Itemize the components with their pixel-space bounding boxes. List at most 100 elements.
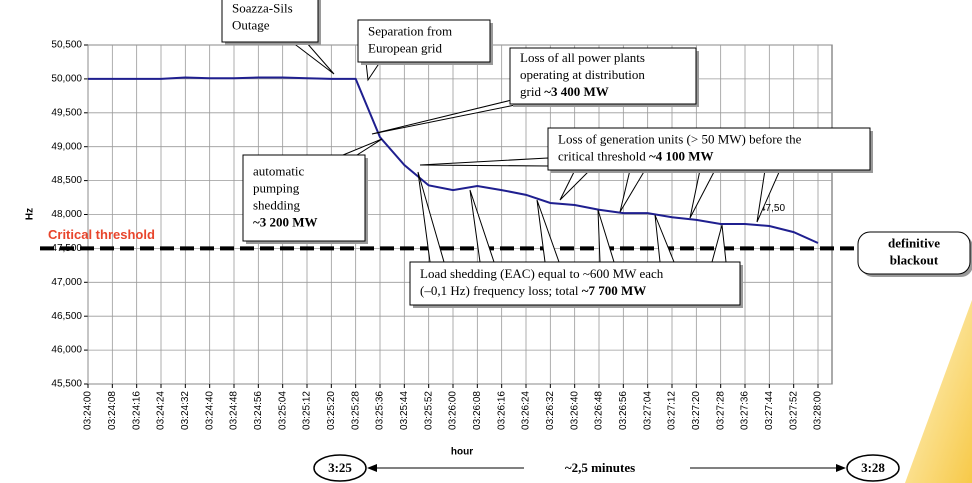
y-tick-label: 48,500 [51, 175, 82, 186]
x-tick-label: 03:27:12 [667, 391, 678, 430]
x-tick-label: 03:25:12 [302, 391, 313, 430]
callout-text: (–0,1 Hz) frequency loss; total ~7 700 M… [420, 283, 646, 298]
callout-line: Soazza-Sils [232, 0, 293, 15]
callout-pointer [711, 224, 727, 263]
callout-line: Loss of all power plants [520, 50, 645, 65]
callout-text: blackout [890, 252, 939, 267]
callout-line: operating at distribution [520, 67, 645, 82]
y-tick-label: 46,000 [51, 345, 82, 356]
x-tick-label: 03:25:20 [326, 391, 337, 430]
callout-line: pumping [253, 180, 300, 195]
callout-pointer [371, 97, 521, 135]
span-start-oval [313, 454, 367, 482]
callout-line: grid [520, 84, 544, 99]
x-tick-label: 03:26:00 [448, 391, 459, 430]
x-tick-label: 03:27:20 [691, 391, 702, 430]
callout-pointer [469, 189, 495, 263]
callout: Separation from European grid [357, 19, 493, 82]
y-tick-label: 50,500 [51, 40, 82, 51]
callout-pointer [536, 199, 560, 263]
x-tick-label: 03:24:32 [180, 391, 191, 430]
callout-text: Soazza-Sils [232, 0, 293, 15]
y-axis-label: Hz [25, 208, 36, 220]
y-tick-label: 49,500 [51, 107, 82, 118]
span-end-oval [846, 454, 900, 482]
callout-line: critical threshold [558, 148, 649, 163]
x-tick-label: 03:25:28 [350, 391, 361, 430]
callout-line: Outage [232, 17, 270, 32]
callout-pointer [597, 209, 615, 263]
x-tick-label: 03:27:28 [715, 391, 726, 430]
x-tick-label: 03:24:24 [156, 391, 167, 430]
callout-text: Loss of all power plants [520, 50, 645, 65]
x-tick-label: 03:27:52 [788, 391, 799, 430]
y-tick-label: 49,000 [51, 141, 82, 152]
callout-bold: ~3 200 MW [253, 214, 318, 229]
callout-text: operating at distribution [520, 67, 645, 82]
callout-box [242, 154, 366, 242]
callout-bold: ~3 400 MW [544, 84, 609, 99]
x-tick-label: 03:27:04 [642, 391, 653, 430]
callout-box [221, 0, 319, 43]
x-tick-label: 03:26:32 [545, 391, 556, 430]
callout-line: European grid [368, 40, 443, 55]
callout-text: Separation from [368, 23, 452, 38]
threshold-label: Critical threshold [48, 227, 155, 242]
callout-line: automatic [253, 163, 304, 178]
x-axis-label: hour [451, 447, 473, 458]
decoration [905, 300, 972, 483]
callout: automatic pumping shedding ~3 200 MW [242, 138, 383, 244]
span-label: ~2,5 minutes [565, 460, 635, 475]
callout-line: (–0,1 Hz) frequency loss; total [420, 283, 582, 298]
x-tick-label: 03:24:08 [107, 391, 118, 430]
callout-box [857, 231, 971, 275]
x-tick-label: 03:28:00 [813, 391, 824, 430]
callout-line: blackout [890, 252, 939, 267]
y-tick-label: 48,000 [51, 209, 82, 220]
callout-bold: ~4 100 MW [649, 148, 714, 163]
callout-line: Loss of generation units (> 50 MW) befor… [558, 131, 802, 146]
callout: Loss of all power plants operating at dis… [371, 47, 699, 135]
callout: Soazza-Sils Outage [221, 0, 335, 75]
span-start: 3:25 [328, 460, 352, 475]
data-line [88, 76, 819, 244]
x-tick-label: 03:26:16 [496, 391, 507, 430]
callout-pointer [419, 157, 549, 167]
x-tick-label: 03:24:40 [204, 391, 215, 430]
x-tick-label: 03:24:16 [131, 391, 142, 430]
x-tick-label: 03:26:56 [618, 391, 629, 430]
callout-pointer [654, 214, 675, 263]
x-tick-label: 03:26:24 [521, 391, 532, 430]
callout-box [509, 47, 697, 105]
x-tick-label: 03:26:48 [594, 391, 605, 430]
callout: Load shedding (EAC) equal to ~600 MW eac… [409, 171, 743, 308]
callout-text: shedding [253, 197, 300, 212]
callout-bold: ~7 700 MW [582, 283, 647, 298]
x-tick-label: 03:26:40 [569, 391, 580, 430]
callout: definitive blackout [857, 231, 972, 277]
callout-text: Outage [232, 17, 270, 32]
callout-box [547, 127, 871, 171]
x-tick-label: 03:24:56 [253, 391, 264, 430]
callout-text: Load shedding (EAC) equal to ~600 MW eac… [420, 266, 664, 281]
x-tick-label: 03:24:00 [83, 391, 94, 430]
callout-text: ~3 200 MW [253, 214, 318, 229]
callout-pointer [290, 41, 335, 75]
callout-line: definitive [888, 235, 940, 250]
span-end: 3:28 [861, 460, 885, 475]
callout-text: Loss of generation units (> 50 MW) befor… [558, 131, 802, 146]
callout-box [357, 19, 491, 63]
callout-text: grid ~3 400 MW [520, 84, 609, 99]
y-tick-label: 47,000 [51, 277, 82, 288]
callout-pointer [689, 169, 716, 219]
end-label: 47,50 [760, 203, 785, 214]
callout-line: Separation from [368, 23, 452, 38]
callout-text: pumping [253, 180, 300, 195]
callout-pointer [619, 169, 646, 213]
x-tick-label: 03:25:04 [277, 391, 288, 430]
x-tick-label: 03:26:08 [472, 391, 483, 430]
y-tick-label: 50,000 [51, 74, 82, 85]
callout-box [409, 261, 741, 306]
x-tick-label: 03:24:48 [229, 391, 240, 430]
